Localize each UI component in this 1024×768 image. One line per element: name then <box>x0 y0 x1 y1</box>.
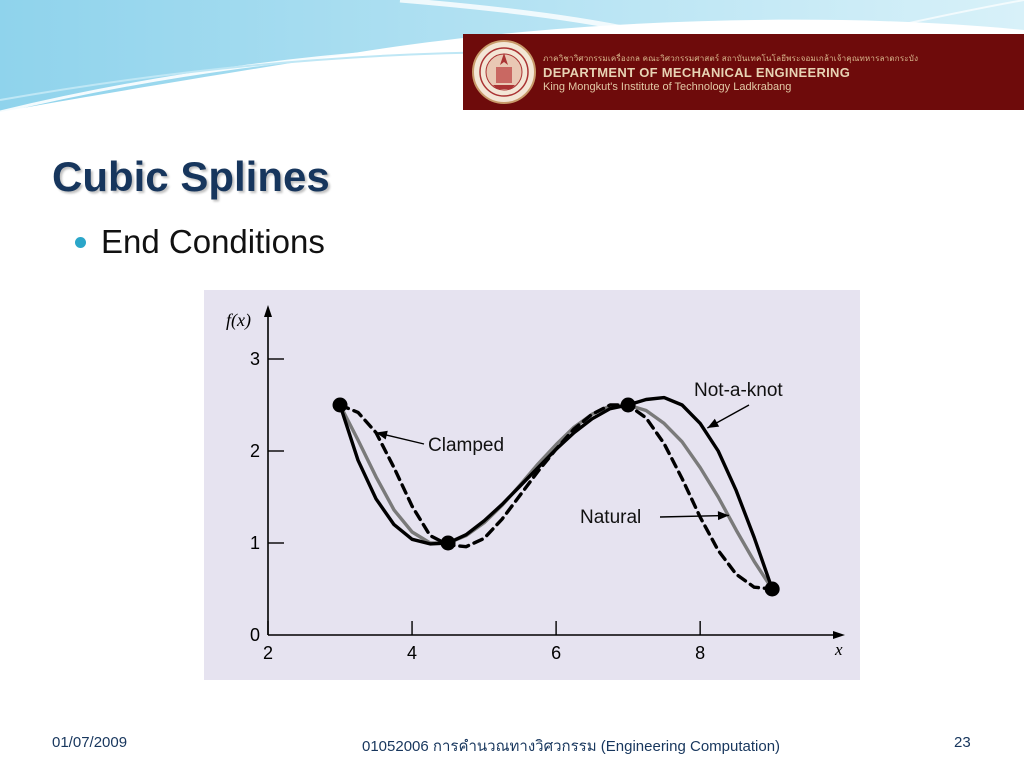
y-tick-label: 0 <box>250 625 260 645</box>
university-seal-icon <box>472 40 536 104</box>
series-line-not-a-knot <box>338 395 774 591</box>
annotation-arrowhead-icon <box>376 430 388 440</box>
department-banner: ภาควิชาวิศวกรรมเครื่องกล คณะวิศวกรรมศาสต… <box>463 34 1024 110</box>
y-axis-arrow-icon <box>264 305 272 317</box>
annotation-natural: Natural <box>580 507 641 528</box>
institute-name: King Mongkut's Institute of Technology L… <box>543 81 792 93</box>
annotation-arrowhead-icon <box>717 511 729 521</box>
bullet-dot-icon <box>75 237 86 248</box>
knot-point <box>332 397 348 413</box>
slide-title: Cubic Splines <box>52 153 330 200</box>
y-tick-label: 1 <box>250 533 260 553</box>
x-tick-label: 2 <box>263 643 273 663</box>
knot-point <box>764 581 780 597</box>
spline-chart: 2 4 6 8 0 1 2 3 x f(x) Clamped Natural Not-a-knot <box>226 305 845 663</box>
footer-page-number: 23 <box>954 734 971 751</box>
annotation-arrowhead-icon <box>707 418 720 428</box>
bullet-text: End Conditions <box>101 223 325 260</box>
x-axis-arrow-icon <box>833 631 845 639</box>
spline-chart-panel: 2 4 6 8 0 1 2 3 x f(x) Clamped Natural Not-a-knot <box>204 290 860 680</box>
department-thai-name: ภาควิชาวิศวกรรมเครื่องกล คณะวิศวกรรมศาสต… <box>543 54 919 63</box>
x-tick-label: 8 <box>695 643 705 663</box>
series-line-natural <box>338 403 774 591</box>
knot-point <box>440 535 456 551</box>
knot-point <box>620 397 636 413</box>
annotation-clamped: Clamped <box>428 435 504 456</box>
y-tick-label: 3 <box>250 349 260 369</box>
y-tick-label: 2 <box>250 441 260 461</box>
y-axis-label: f(x) <box>226 310 251 331</box>
x-axis-label: x <box>834 640 843 659</box>
x-tick-label: 4 <box>407 643 417 663</box>
x-tick-label: 6 <box>551 643 561 663</box>
annotation-not-a-knot: Not-a-knot <box>694 380 783 401</box>
footer-date: 01/07/2009 <box>52 734 128 751</box>
annotation-arrow-natural <box>659 514 729 518</box>
department-name: DEPARTMENT OF MECHANICAL ENGINEERING <box>543 65 851 80</box>
footer-course: 01052006 การคำนวณทางวิศวกรรม (Engineerin… <box>362 738 781 755</box>
